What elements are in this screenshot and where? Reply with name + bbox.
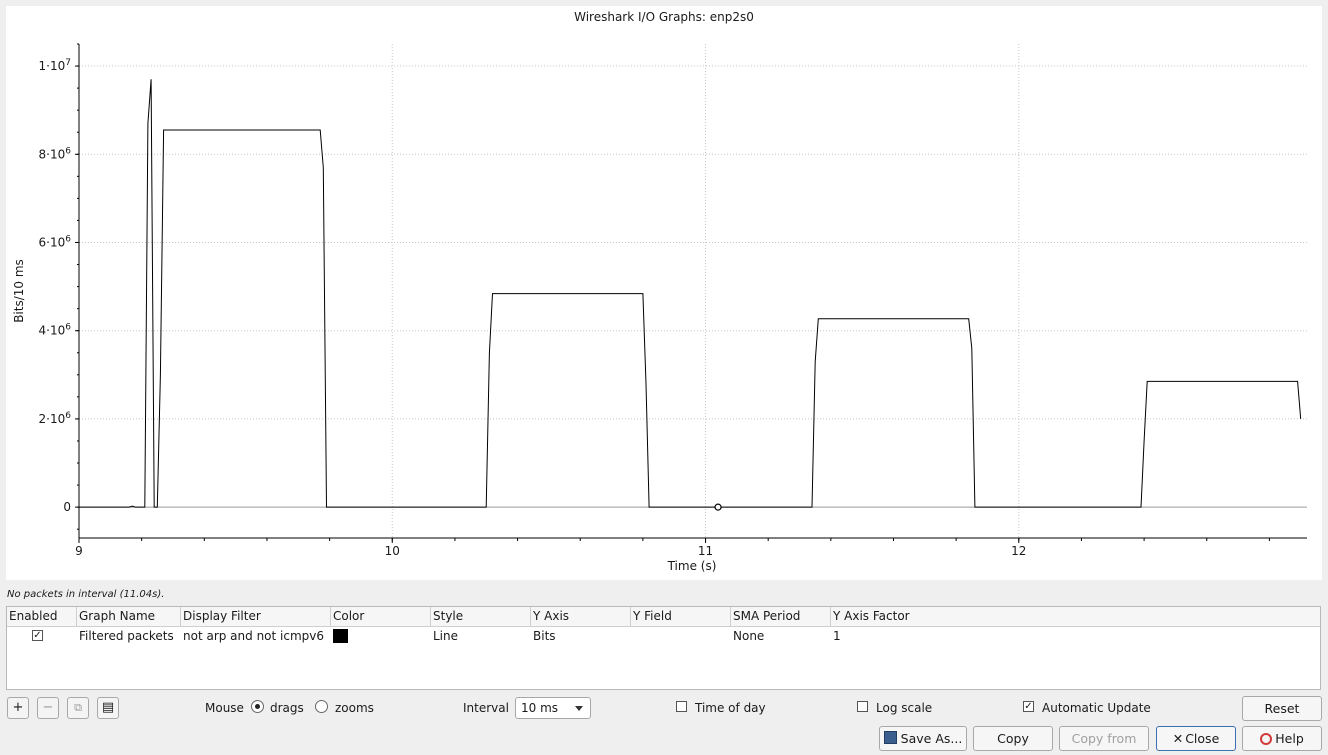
help-label: Help <box>1275 731 1304 746</box>
automatic-update-checkbox[interactable]: ✓ <box>1023 701 1034 712</box>
col-style[interactable]: Style <box>431 607 531 626</box>
help-button[interactable]: Help <box>1242 726 1322 751</box>
save-icon <box>883 731 897 744</box>
mouse-label: Mouse <box>205 701 244 715</box>
y-tick-label: 4·106 <box>39 323 72 338</box>
sma-period-cell[interactable]: None <box>733 629 765 643</box>
series-layer <box>79 79 1302 511</box>
interval-value: 10 ms <box>521 701 559 715</box>
interval-select[interactable]: 10 ms <box>515 697 591 719</box>
color-swatch[interactable] <box>333 629 348 643</box>
close-label: Close <box>1185 731 1220 746</box>
y-axis-factor-cell[interactable]: 1 <box>833 629 841 643</box>
enabled-checkbox[interactable]: ✓ <box>32 630 43 641</box>
clear-graphs-button[interactable]: ▤ <box>97 697 119 719</box>
minus-icon: − <box>42 700 54 715</box>
y-tick-label: 6·106 <box>39 234 72 249</box>
style-cell[interactable]: Line <box>433 629 459 643</box>
y-tick-label: 8·106 <box>39 146 72 161</box>
graph-name-cell[interactable]: Filtered packets <box>79 629 174 643</box>
grid-lines <box>78 44 1307 538</box>
packet-marker[interactable] <box>714 503 722 511</box>
copy-button[interactable]: Copy <box>973 726 1053 751</box>
zooms-radio[interactable] <box>315 700 328 713</box>
y-axis-cell[interactable]: Bits <box>533 629 556 643</box>
table-row[interactable]: ✓ Filtered packets not arp and not icmpv… <box>7 627 1320 645</box>
col-display-filter[interactable]: Display Filter <box>181 607 331 626</box>
duplicate-icon: ⧉ <box>74 701 82 714</box>
graph-table[interactable]: Enabled Graph Name Display Filter Color … <box>6 606 1321 690</box>
time-of-day-checkbox[interactable] <box>676 701 687 712</box>
col-y-axis[interactable]: Y Axis <box>531 607 631 626</box>
x-tick-label: 12 <box>1011 544 1026 558</box>
x-tick-label: 11 <box>698 544 713 558</box>
zooms-label[interactable]: zooms <box>335 701 374 715</box>
drags-label[interactable]: drags <box>270 701 304 715</box>
remove-graph-button[interactable]: − <box>37 697 59 719</box>
status-text: No packets in interval (11.04s). <box>7 589 165 600</box>
series-line <box>79 79 1302 508</box>
add-graph-button[interactable]: + <box>7 697 29 719</box>
copy-graph-button[interactable]: ⧉ <box>67 697 89 719</box>
plus-icon: + <box>12 700 24 715</box>
graph-plot-area[interactable]: Wireshark I/O Graphs: enp2s0 9 10 11 12 0 2·1… <box>6 6 1322 580</box>
x-tick-label: 9 <box>75 544 83 558</box>
col-y-field[interactable]: Y Field <box>631 607 731 626</box>
time-of-day-label[interactable]: Time of day <box>695 701 766 715</box>
close-icon: ✕ <box>1172 731 1184 746</box>
color-cell[interactable] <box>331 627 393 645</box>
close-button[interactable]: ✕ Close <box>1156 726 1236 751</box>
save-as-label: Save As... <box>900 731 963 746</box>
col-sma-period[interactable]: SMA Period <box>731 607 831 626</box>
y-axis-label: Bits/10 ms <box>12 259 26 323</box>
reset-button[interactable]: Reset <box>1242 696 1322 721</box>
chevron-down-icon <box>575 706 583 711</box>
save-as-button[interactable]: Save As... <box>879 726 967 751</box>
axes: 9 10 11 12 0 2·106 4·106 6·106 8·106 1·107 <box>39 43 1307 558</box>
io-graph-chart[interactable]: Wireshark I/O Graphs: enp2s0 9 10 11 12 0 2·1… <box>6 6 1322 580</box>
y-tick-label: 1·107 <box>39 58 71 73</box>
chart-title: Wireshark I/O Graphs: enp2s0 <box>574 10 754 24</box>
interval-label: Interval <box>463 701 509 715</box>
col-y-axis-factor[interactable]: Y Axis Factor <box>833 609 910 623</box>
col-graph-name[interactable]: Graph Name <box>77 607 181 626</box>
log-scale-checkbox[interactable] <box>857 701 868 712</box>
automatic-update-label[interactable]: Automatic Update <box>1042 701 1151 715</box>
x-tick-label: 10 <box>385 544 400 558</box>
y-field-cell[interactable] <box>631 627 633 645</box>
y-tick-label: 2·106 <box>39 411 72 426</box>
log-scale-label[interactable]: Log scale <box>876 701 933 715</box>
col-color[interactable]: Color <box>331 607 431 626</box>
col-enabled[interactable]: Enabled <box>7 607 77 626</box>
x-axis-label: Time (s) <box>667 559 717 573</box>
y-tick-label: 0 <box>63 500 71 514</box>
clear-list-icon: ▤ <box>101 700 115 715</box>
table-header: Enabled Graph Name Display Filter Color … <box>7 607 1320 627</box>
copy-from-button[interactable]: Copy from <box>1059 726 1149 751</box>
help-icon <box>1260 733 1273 745</box>
drags-radio[interactable] <box>251 700 264 713</box>
display-filter-cell[interactable]: not arp and not icmpv6 <box>183 629 325 643</box>
